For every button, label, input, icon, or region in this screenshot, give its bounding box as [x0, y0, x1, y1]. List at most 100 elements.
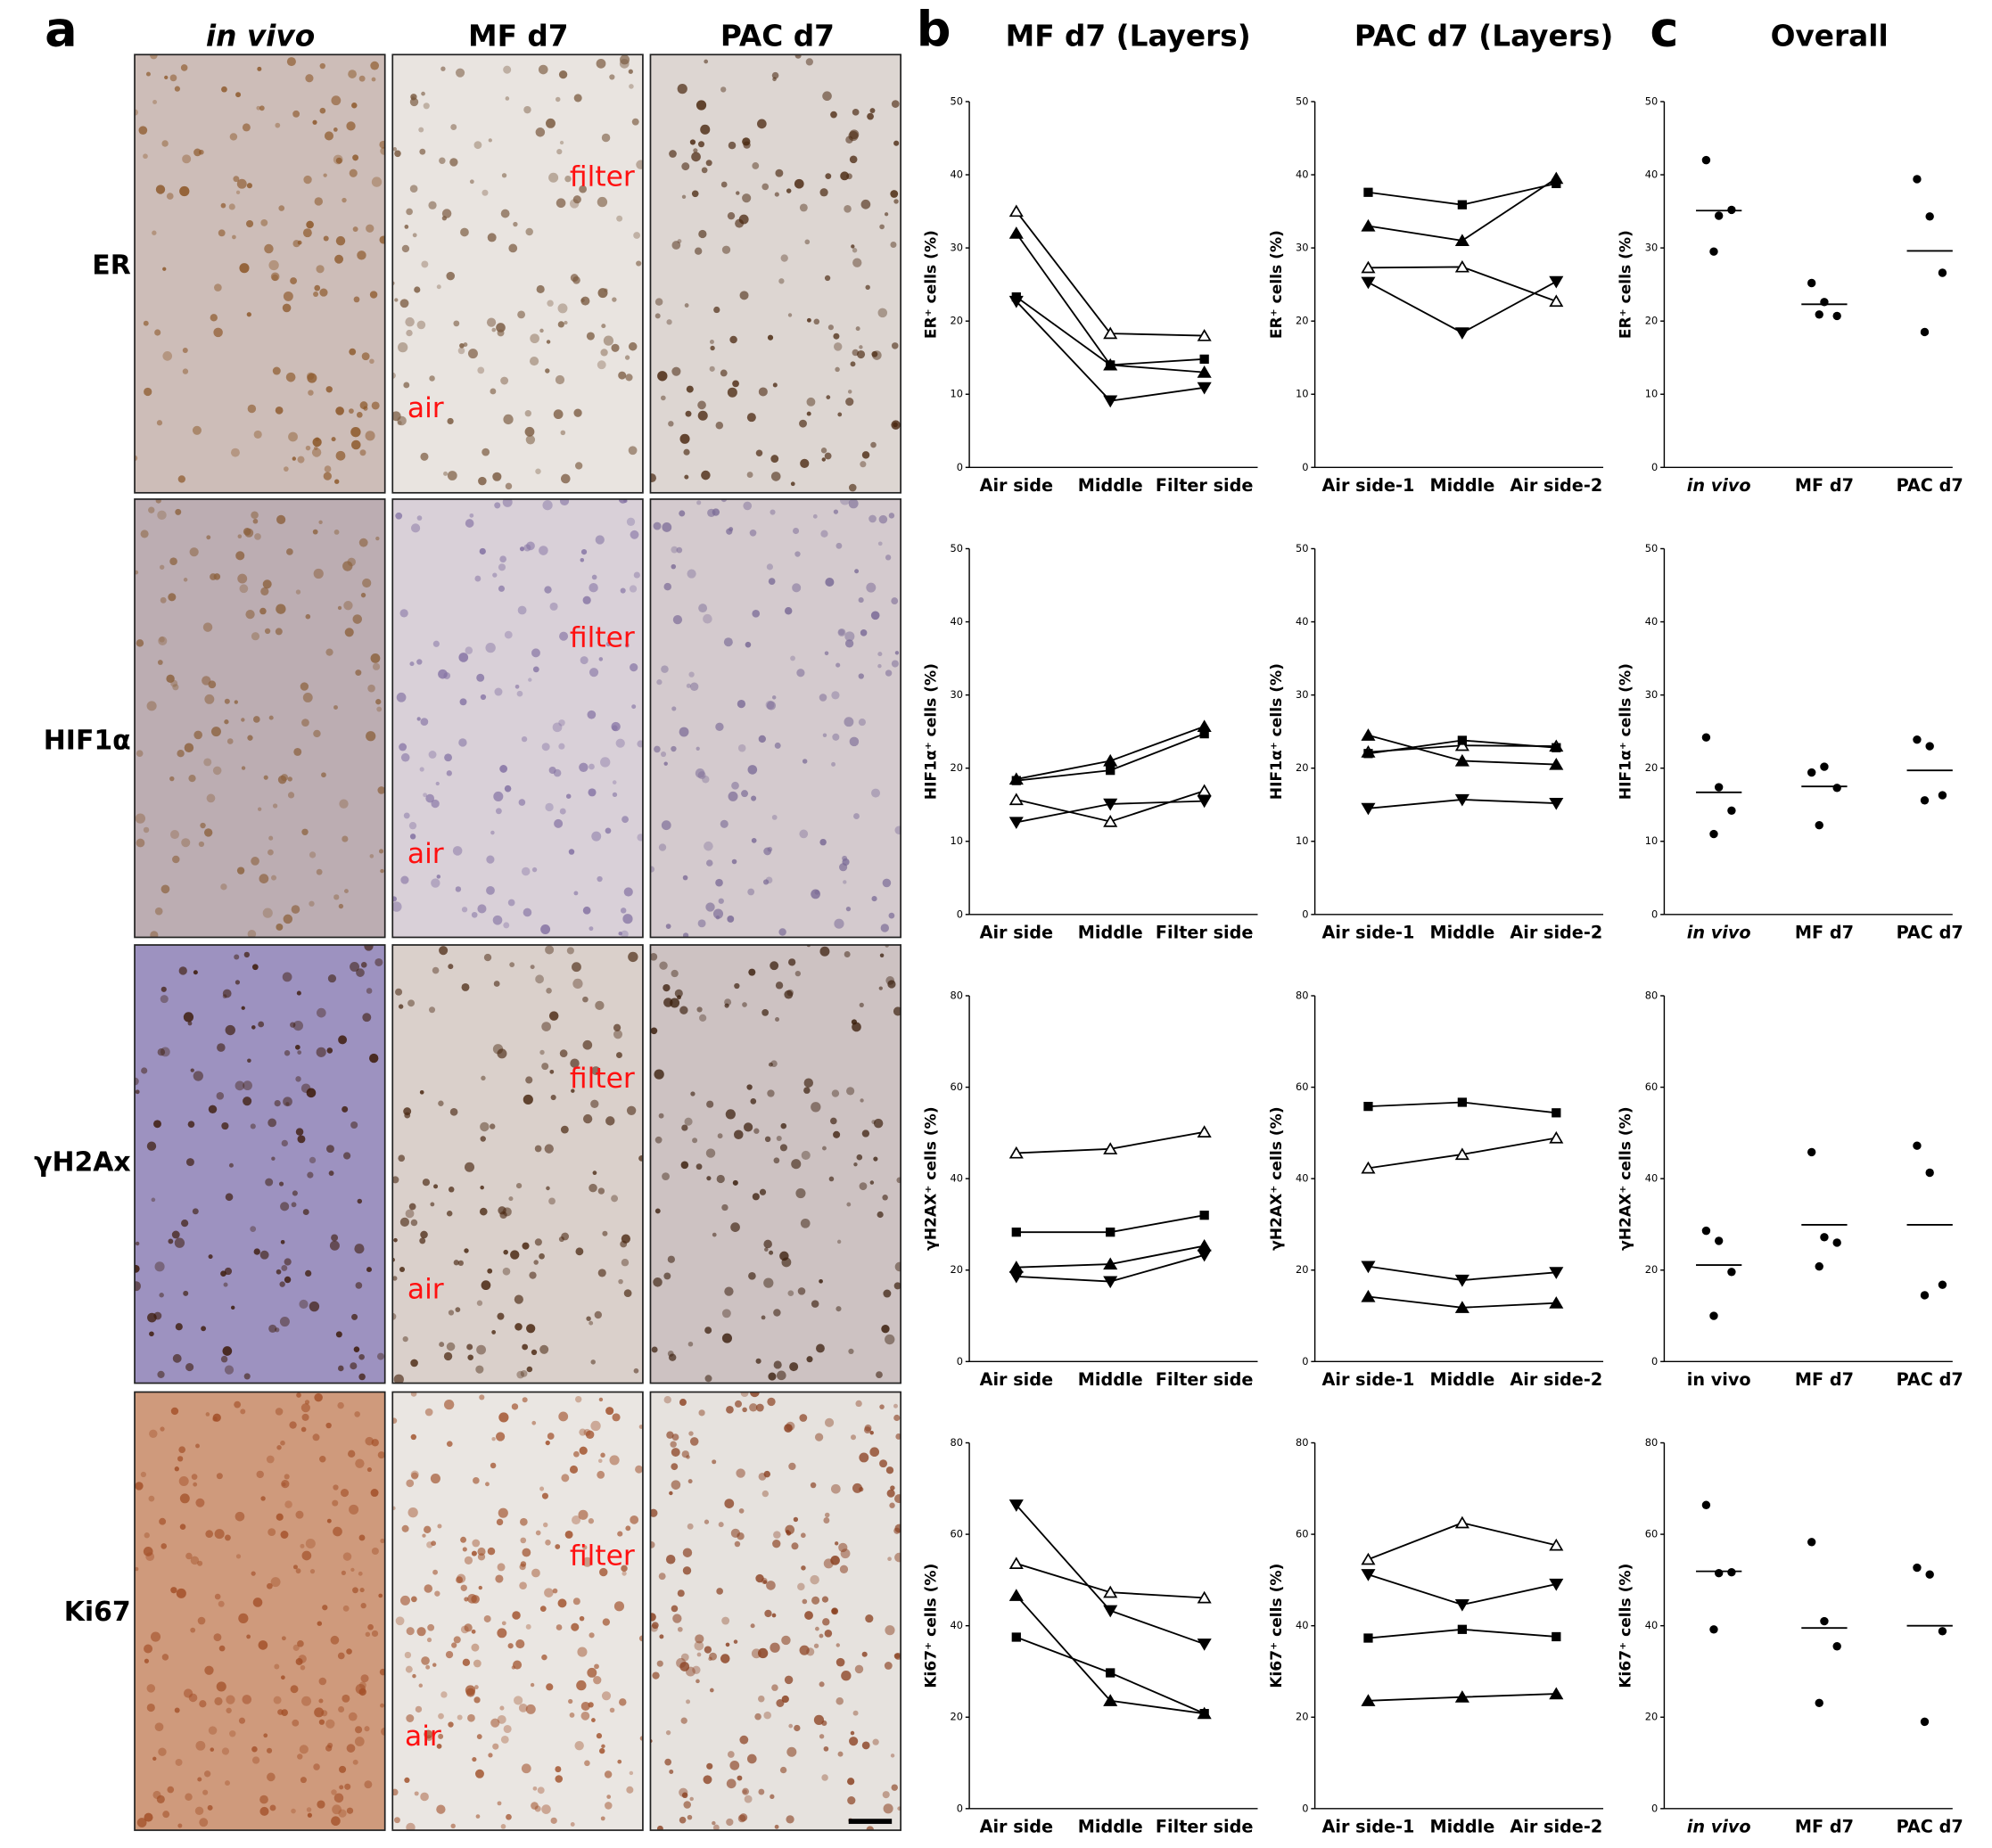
cell-stain	[412, 1673, 416, 1679]
cell-stain	[797, 1582, 805, 1591]
cell-stain	[342, 1152, 351, 1160]
dot	[1815, 1698, 1823, 1708]
cell-stain	[145, 71, 151, 77]
cell-stain	[339, 1785, 344, 1790]
cell-stain	[665, 1729, 671, 1736]
cell-stain	[811, 1102, 821, 1113]
cell-stain	[416, 717, 421, 721]
cell-stain	[327, 973, 337, 983]
cell-stain	[784, 1675, 794, 1685]
cell-stain	[339, 799, 349, 809]
cell-stain	[185, 1552, 193, 1560]
y-tick-label: 20	[950, 1711, 962, 1723]
cell-stain	[534, 1145, 542, 1153]
cell-stain	[251, 511, 259, 520]
overlay-label: air	[407, 1274, 444, 1306]
cell-stain	[254, 533, 261, 540]
cell-stain	[408, 821, 417, 830]
cell-stain	[477, 1547, 486, 1556]
cell-stain	[136, 1818, 147, 1827]
cell-stain	[536, 284, 545, 294]
cell-stain	[366, 1466, 373, 1473]
cell-stain	[455, 68, 465, 78]
cell-stain	[847, 390, 852, 394]
cell-stain	[472, 1539, 481, 1548]
cell-stain	[528, 678, 532, 682]
cell-stain	[284, 1500, 292, 1508]
cell-stain	[302, 228, 312, 238]
cell-stain	[375, 957, 383, 967]
cell-stain	[302, 1209, 309, 1216]
cell-stain	[260, 587, 269, 596]
cell-stain	[880, 924, 890, 932]
marker	[1549, 1296, 1564, 1309]
cell-stain	[794, 178, 804, 189]
cell-stain	[715, 422, 724, 430]
cell-stain	[224, 1267, 233, 1276]
y-tick-label: 40	[1296, 1619, 1308, 1631]
cell-stain	[476, 1734, 482, 1740]
series-line	[1368, 281, 1557, 334]
cell-stain	[337, 1652, 345, 1660]
cell-stain	[295, 1568, 301, 1574]
cell-stain	[500, 1824, 506, 1829]
cell-stain	[295, 1076, 301, 1082]
cell-stain	[471, 1550, 477, 1556]
cell-stain	[672, 615, 683, 625]
cell-stain	[221, 86, 227, 93]
cell-stain	[322, 1605, 328, 1611]
cell-stain	[406, 1479, 415, 1488]
cell-stain	[767, 846, 773, 852]
micrograph	[392, 1392, 643, 1831]
cell-stain	[658, 1113, 664, 1119]
cell-stain	[422, 1179, 431, 1187]
cell-stain	[878, 514, 888, 524]
cell-stain	[193, 730, 202, 740]
cell-stain	[494, 502, 501, 509]
cell-stain	[539, 1344, 549, 1354]
cell-stain	[580, 296, 590, 306]
cell-stain	[251, 964, 259, 971]
cell-stain	[582, 1556, 593, 1567]
cell-stain	[524, 410, 531, 417]
cell-stain	[271, 1156, 276, 1161]
cell-stain	[853, 813, 860, 819]
cell-stain	[734, 982, 740, 990]
cell-stain	[522, 1343, 529, 1351]
cell-stain	[828, 1176, 835, 1182]
cell-stain	[483, 953, 492, 962]
cell-stain	[407, 999, 415, 1007]
cell-stain	[234, 700, 238, 704]
cell-stain	[844, 631, 855, 642]
cell-stain	[872, 1738, 879, 1745]
cell-stain	[395, 512, 403, 520]
x-tick-label: in vivo	[1687, 1369, 1751, 1390]
cell-stain	[507, 1643, 514, 1649]
cell-stain	[516, 690, 523, 697]
dot	[1815, 1261, 1823, 1271]
cell-stain	[890, 1485, 895, 1491]
marker	[1197, 1590, 1212, 1604]
dot	[1913, 735, 1922, 744]
cell-stain	[620, 587, 626, 594]
cell-stain	[325, 1719, 335, 1729]
x-tick-label: Middle	[1429, 475, 1494, 496]
dot	[1820, 1616, 1829, 1626]
cell-stain	[724, 1003, 729, 1008]
cell-stain	[686, 683, 691, 688]
cell-stain	[513, 1660, 523, 1670]
cell-stain	[837, 1751, 844, 1757]
y-tick-label: 40	[1296, 615, 1308, 628]
cell-stain	[251, 1756, 260, 1764]
cell-stain	[185, 1158, 194, 1167]
cell-stain	[591, 1718, 596, 1722]
cell-stain	[601, 1744, 605, 1749]
cell-stain	[355, 1458, 365, 1468]
cell-stain	[394, 298, 399, 302]
cell-stain	[281, 1139, 288, 1147]
cell-stain	[878, 986, 883, 990]
y-tick-label: 80	[1296, 989, 1308, 1001]
y-tick-label: 10	[950, 834, 962, 847]
cell-stain	[600, 1816, 605, 1821]
cell-stain	[709, 1652, 717, 1661]
